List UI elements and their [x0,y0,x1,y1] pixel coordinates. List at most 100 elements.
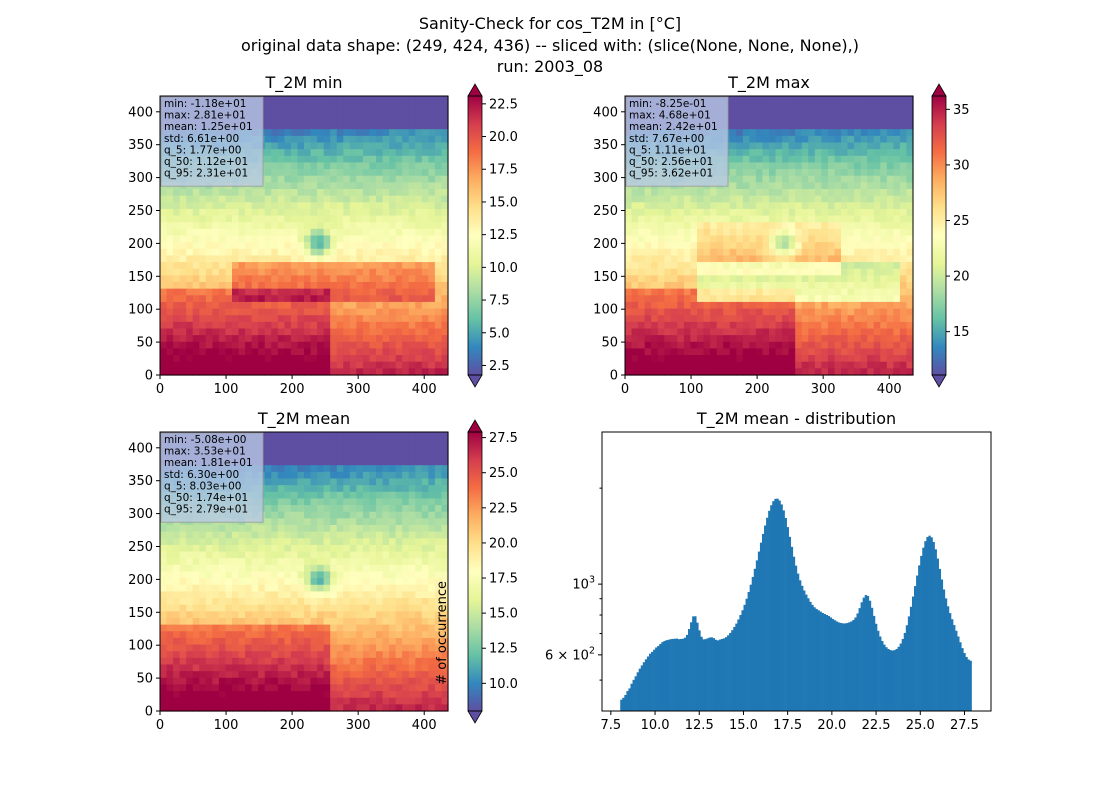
heatmap-cell [428,485,436,493]
heatmap-cell [225,195,233,203]
heatmap-cell [284,222,292,230]
heatmap-cell [421,275,429,283]
heatmap-cell [421,578,429,586]
heatmap-cell [323,348,331,356]
heatmap-cell [284,228,292,237]
heatmap-cell [631,321,639,330]
heatmap-cell [264,115,272,124]
heatmap-cell [310,202,318,210]
heatmap-cell [356,142,364,150]
heatmap-cell [683,282,692,290]
heatmap-cell [408,348,416,356]
heatmap-cell [362,341,371,350]
heatmap-cell [651,255,659,263]
heatmap-cell [847,328,855,336]
heatmap-cell [441,491,449,500]
heatmap-cell [284,525,292,533]
heatmap-cell [893,135,901,144]
heatmap-cell [899,288,908,296]
heatmap-cell [323,268,331,276]
heatmap-cell [408,328,416,336]
heatmap-cell [343,182,351,190]
heatmap-cell [336,491,344,500]
heatmap-cell [238,544,246,553]
heatmap-cell [271,135,279,144]
heatmap-cell [264,531,272,539]
heatmap-cell [336,505,344,513]
heatmap-cell [225,321,233,330]
heatmap-cell [362,182,371,190]
heatmap-cell [349,248,357,257]
heatmap-cell [808,361,816,369]
stats-line: std: 6.61e+00 [164,133,239,145]
heatmap-cell [310,584,318,593]
heatmap-cell [899,262,908,270]
heatmap-cell [264,551,272,559]
heatmap-cell [238,348,246,356]
heatmap-cell [441,478,449,486]
heatmap-cell [441,142,449,150]
heatmap-cell [376,355,384,363]
heatmap-cell [644,222,652,230]
heatmap-cell [356,115,364,124]
heatmap-cell [258,578,266,586]
heatmap-cell [395,451,403,460]
heatmap-cell [343,242,351,250]
heatmap-cell [343,222,351,230]
heatmap-cell [821,308,829,316]
heatmap-cell [369,478,377,486]
heatmap-cell [304,348,312,356]
heatmap-cell [264,129,272,137]
heatmap-cell [775,155,783,164]
heatmap-cell [814,142,822,150]
heatmap-cell [683,355,692,363]
heatmap-cell [284,458,292,466]
heatmap-cell [166,564,174,573]
heatmap-cell [343,115,351,124]
heatmap-cell [323,122,331,130]
heatmap-cell [801,282,809,290]
heatmap-cell [264,591,272,599]
heatmap-cell [716,328,724,336]
heatmap-cell [402,571,410,579]
heatmap-cell [873,355,881,363]
heatmap-cell [186,242,194,250]
heatmap-cell [297,308,305,316]
heatmap-cell [264,202,272,210]
heatmap-cell [762,189,770,197]
y-tick-label: 200 [593,237,618,252]
heatmap-cell [225,604,233,612]
heatmap-cell [762,268,770,276]
heatmap-cell [225,558,233,566]
heatmap-cell [290,571,299,579]
heatmap-cell [277,282,285,290]
heatmap-cell [362,102,371,110]
heatmap-cell [814,341,822,350]
heatmap-cell [899,182,908,190]
heatmap-cell [867,308,875,316]
heatmap-cell [736,262,744,270]
heatmap-cell [434,491,443,500]
heatmap-cell [841,255,849,263]
heatmap-cell [389,518,397,526]
heatmap-cell [788,321,796,330]
heatmap-cell [330,162,338,170]
heatmap-cell [395,485,403,493]
heatmap-cell [710,301,718,310]
heatmap-cell [258,604,266,612]
heatmap-cell [304,275,312,283]
heatmap-cell [657,235,665,243]
heatmap-cell [428,465,436,473]
heatmap-cell [893,162,901,170]
heatmap-cell [729,149,737,157]
heatmap-cell [408,525,416,533]
heatmap-cell [736,368,744,376]
heatmap-cell [664,222,672,230]
heatmap-cell [736,288,744,296]
heatmap-cell [788,268,796,276]
heatmap-cell [795,335,803,343]
heatmap-cell [402,109,410,117]
heatmap-cell [421,162,429,170]
heatmap-cell [814,122,822,130]
heatmap-cell [886,129,894,137]
